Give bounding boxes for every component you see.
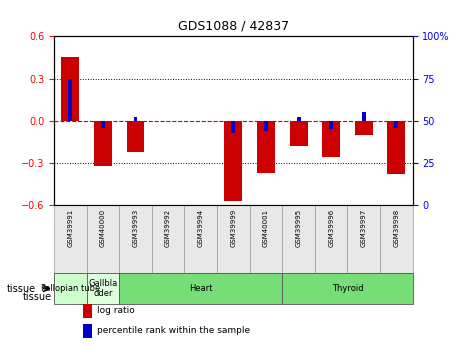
Text: Thyroid: Thyroid [332,284,363,293]
Bar [322,121,340,157]
Text: GSM39999: GSM39999 [230,209,236,247]
Text: Heart: Heart [189,284,212,293]
Text: GSM39991: GSM39991 [67,209,73,247]
FancyBboxPatch shape [217,205,250,273]
FancyBboxPatch shape [119,273,282,304]
Text: tissue: tissue [7,284,36,294]
FancyBboxPatch shape [152,205,184,273]
FancyBboxPatch shape [282,205,315,273]
Text: percentile rank within the sample: percentile rank within the sample [97,326,250,335]
FancyBboxPatch shape [380,205,413,273]
Bar [83,324,91,338]
Bar [289,121,308,146]
FancyBboxPatch shape [315,205,348,273]
Text: GSM40001: GSM40001 [263,209,269,247]
FancyBboxPatch shape [250,205,282,273]
Bar [296,117,301,121]
Text: Gallbla
dder: Gallbla dder [88,279,118,298]
FancyBboxPatch shape [54,205,87,273]
Bar [83,304,91,318]
Bar [61,57,79,121]
Bar [355,121,373,135]
Bar [224,121,242,201]
Bar [264,121,268,131]
FancyBboxPatch shape [119,205,152,273]
Text: GSM39998: GSM39998 [393,209,400,247]
Text: Fallopian tube: Fallopian tube [41,284,100,293]
Bar [362,112,366,121]
FancyBboxPatch shape [54,273,87,304]
Bar [127,121,144,152]
Text: GSM39993: GSM39993 [132,209,138,247]
Bar [134,117,137,121]
Text: GSM40000: GSM40000 [100,209,106,247]
Text: GSM39992: GSM39992 [165,209,171,247]
Bar [329,121,333,129]
Bar [68,79,72,121]
FancyBboxPatch shape [87,273,119,304]
Bar [257,121,275,173]
Text: GSM39995: GSM39995 [295,209,302,247]
Text: log ratio: log ratio [97,306,135,315]
Bar [394,121,398,128]
Text: tissue: tissue [23,292,52,302]
Text: GSM39996: GSM39996 [328,209,334,247]
Bar [101,121,105,128]
FancyBboxPatch shape [348,205,380,273]
FancyBboxPatch shape [282,273,413,304]
Bar [231,121,235,133]
Bar [94,121,112,166]
Text: GSM39994: GSM39994 [198,209,204,247]
Bar [387,121,405,175]
Text: GSM39997: GSM39997 [361,209,367,247]
FancyBboxPatch shape [184,205,217,273]
FancyBboxPatch shape [87,205,119,273]
Text: GDS1088 / 42837: GDS1088 / 42837 [178,20,289,33]
